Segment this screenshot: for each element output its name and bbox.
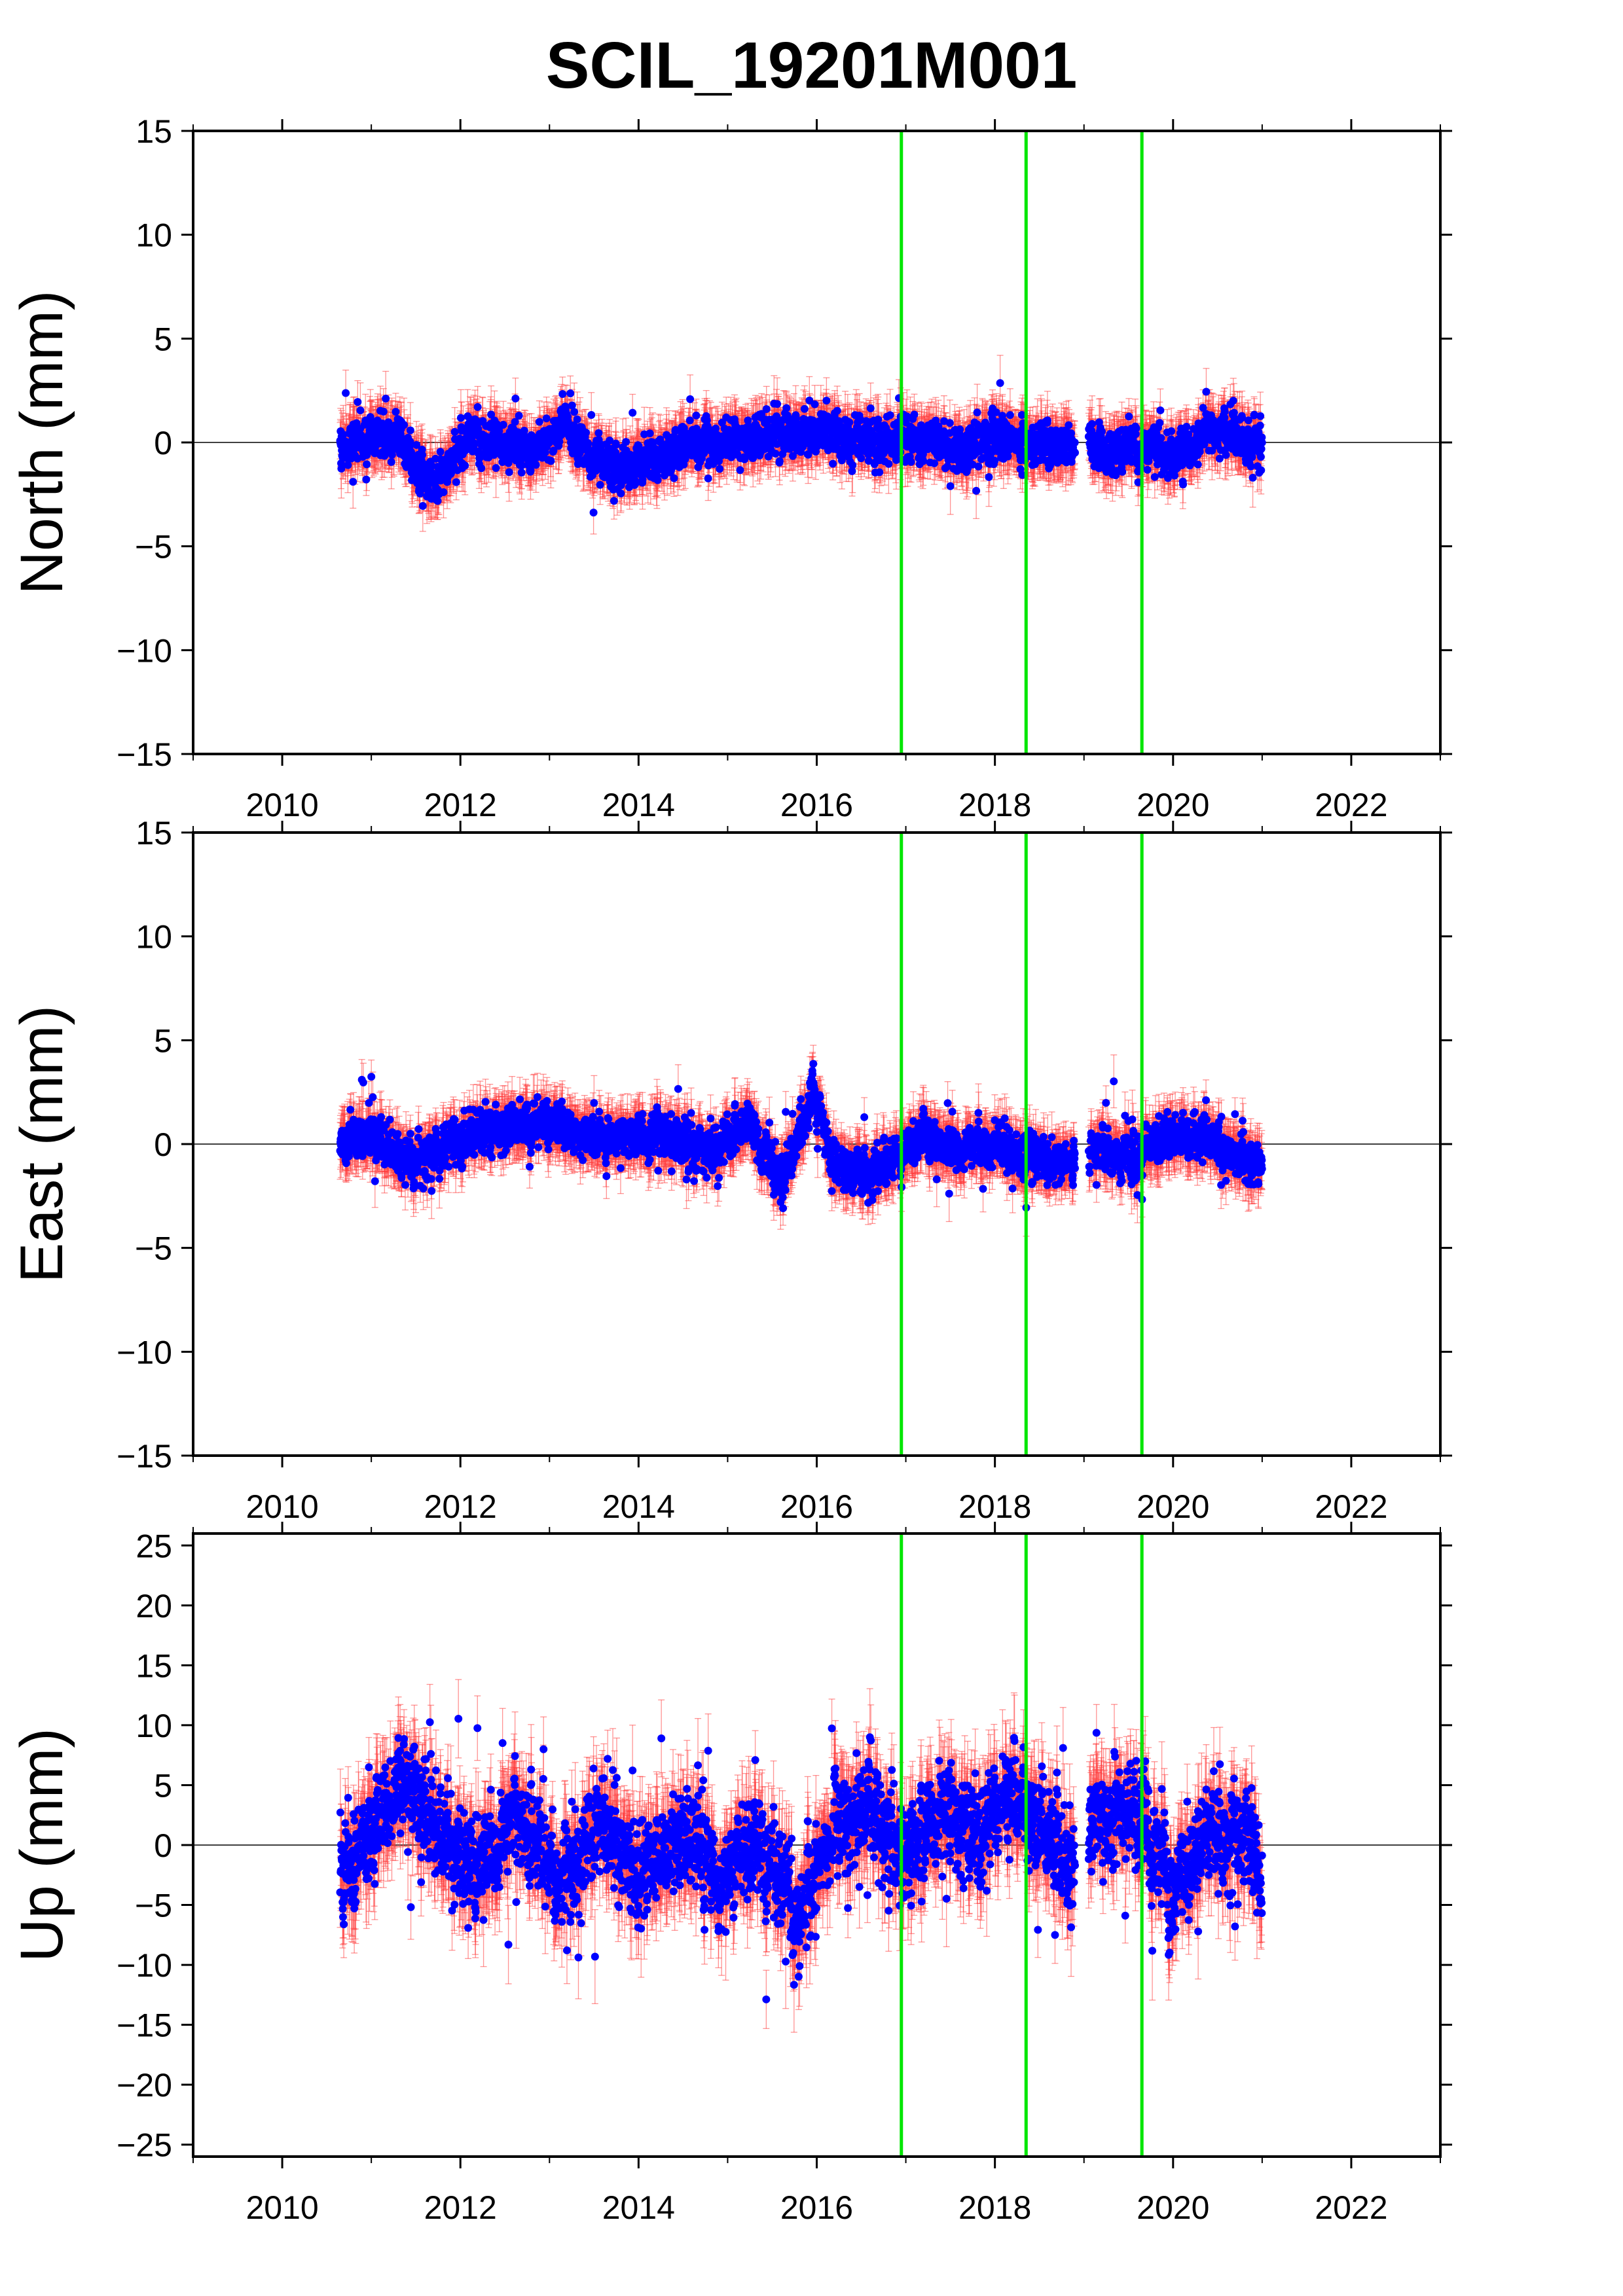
points (336, 1060, 1266, 1213)
y-tick-label: 20 (136, 1588, 172, 1624)
y-tick-label: 15 (136, 815, 172, 852)
points (336, 1715, 1266, 2003)
y-tick-label: 0 (154, 1126, 172, 1163)
x-tick-label: 2022 (1315, 787, 1387, 823)
x-tick-label: 2018 (958, 1488, 1031, 1525)
y-tick-label: −15 (117, 2007, 172, 2044)
y-tick-label: −15 (117, 1438, 172, 1475)
y-axis-title: North (mm) (9, 290, 75, 594)
data-points (336, 355, 1266, 535)
y-tick-label: −10 (117, 632, 172, 669)
y-tick-label: 5 (154, 1767, 172, 1804)
y-tick-label: −5 (135, 1888, 172, 1924)
y-tick-label: 0 (154, 425, 172, 461)
x-tick-label: 2014 (602, 2189, 675, 2226)
x-tick-label: 2022 (1315, 1488, 1387, 1525)
y-tick-label: 5 (154, 1022, 172, 1059)
y-tick-label: −5 (135, 1230, 172, 1267)
x-tick-label: 2022 (1315, 2189, 1387, 2226)
x-tick-label: 2012 (424, 787, 497, 823)
page-title: SCIL_19201M001 (0, 26, 1623, 105)
x-tick-label: 2010 (246, 1488, 318, 1525)
x-tick-label: 2014 (602, 1488, 675, 1525)
north-panel: 2010 2012 2014 2016 2018 2020 2022 −15 −10 −5 0 5 10… (9, 113, 1452, 823)
y-tick-label: −10 (117, 1947, 172, 1984)
x-tick-label: 2018 (958, 787, 1031, 823)
y-tick-label: −20 (117, 2067, 172, 2104)
y-tick-label: 10 (136, 919, 172, 956)
up-panel: 2010 2012 2014 2016 2018 2020 2022−25−20−15−10… (9, 1522, 1452, 2226)
y-tick-label: 10 (136, 1708, 172, 1744)
data-points (336, 1045, 1266, 1237)
x-tick-label: 2016 (780, 1488, 853, 1525)
y-tick-label: −10 (117, 1334, 172, 1371)
y-tick-label: 25 (136, 1528, 172, 1564)
y-tick-label: 0 (154, 1827, 172, 1864)
y-tick-label: 15 (136, 1647, 172, 1684)
x-tick-label: 2018 (958, 2189, 1031, 2226)
x-tick-label: 2010 (246, 2189, 318, 2226)
east-panel: 2010 2012 2014 2016 2018 2020 2022 −15 −10 −5 0 5 10… (9, 815, 1452, 1525)
x-tick-label: 2016 (780, 2189, 853, 2226)
x-tick-label: 2014 (602, 787, 675, 823)
x-tick-label: 2020 (1137, 1488, 1209, 1525)
y-tick-label: 5 (154, 321, 172, 357)
x-tick-label: 2020 (1137, 2189, 1209, 2226)
x-tick-label: 2012 (424, 1488, 497, 1525)
y-tick-label: −15 (117, 736, 172, 773)
y-tick-label: −25 (117, 2127, 172, 2164)
y-tick-label: 15 (136, 113, 172, 150)
y-tick-label: 10 (136, 217, 172, 254)
x-tick-label: 2020 (1137, 787, 1209, 823)
x-tick-label: 2016 (780, 787, 853, 823)
points (336, 379, 1266, 517)
data-points (336, 1679, 1266, 2033)
y-tick-label: −5 (135, 529, 172, 565)
x-tick-label: 2012 (424, 2189, 497, 2226)
x-tick-label: 2010 (246, 787, 318, 823)
y-axis-title: Up (mm) (9, 1728, 75, 1962)
y-axis-title: East (mm) (9, 1005, 75, 1283)
